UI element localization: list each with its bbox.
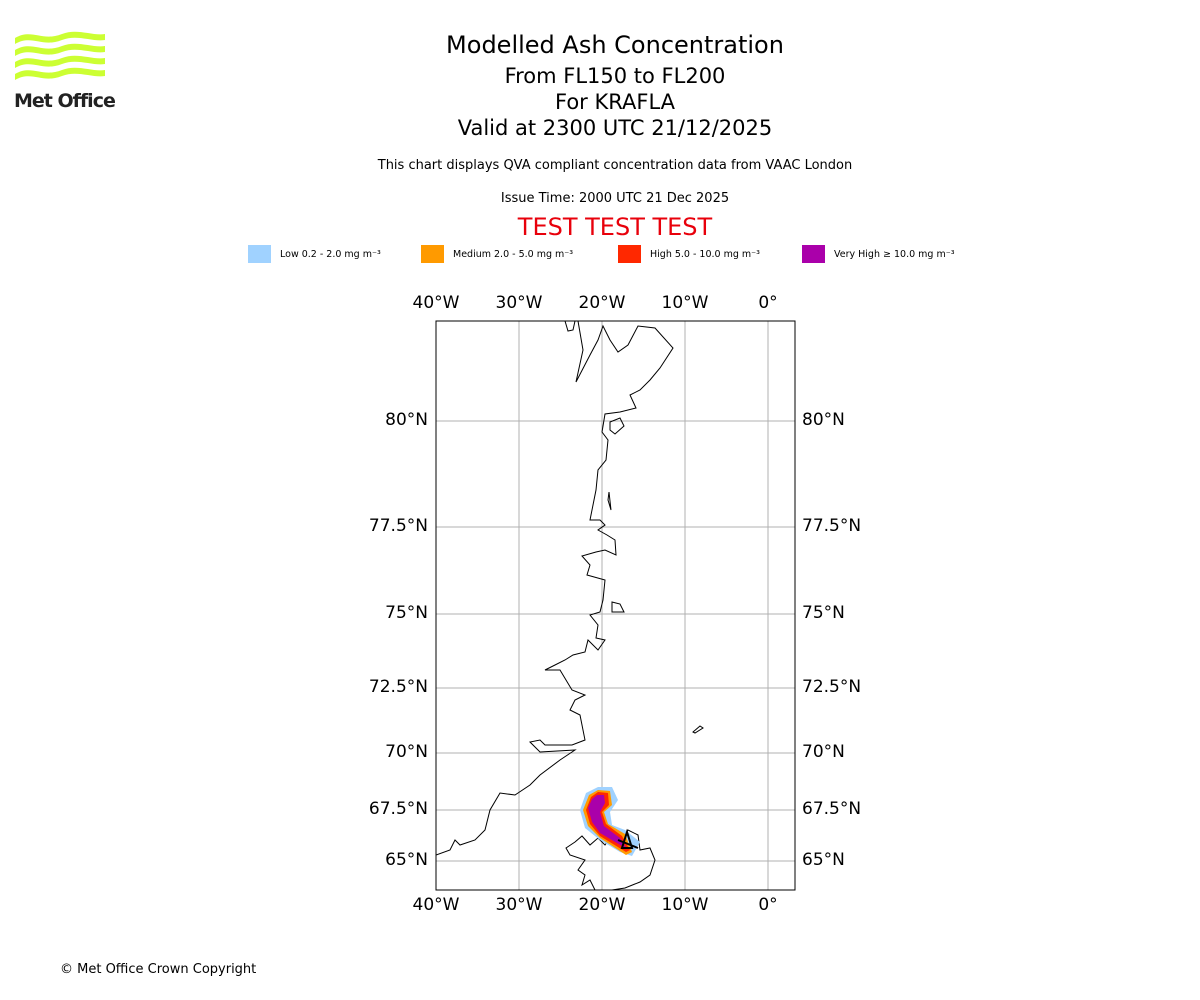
greenland-coastline xyxy=(436,321,674,856)
lat-tick-left: 77.5°N xyxy=(368,516,428,536)
lat-tick-right: 70°N xyxy=(802,742,845,762)
flight-levels: From FL150 to FL200 xyxy=(504,64,726,88)
island xyxy=(607,491,612,511)
legend-swatch xyxy=(248,245,271,263)
lon-tick-top: 0° xyxy=(758,293,778,313)
lon-tick-bottom: 40°W xyxy=(412,895,460,915)
copyright: © Met Office Crown Copyright xyxy=(60,962,257,977)
subtitle: This chart displays QVA compliant concen… xyxy=(377,158,853,173)
lat-tick-left: 75°N xyxy=(385,603,428,623)
lon-tick-top: 30°W xyxy=(495,293,543,313)
met-office-logo xyxy=(15,31,105,80)
lon-tick-bottom: 10°W xyxy=(661,895,709,915)
legend-swatch xyxy=(618,245,641,263)
legend-label: Medium 2.0 - 5.0 mg m⁻³ xyxy=(453,248,574,260)
valid-time: Valid at 2300 UTC 21/12/2025 xyxy=(457,116,773,140)
test-banner: TEST TEST TEST xyxy=(517,213,713,241)
iceland-coastline xyxy=(565,829,656,890)
lat-tick-right: 80°N xyxy=(802,410,845,430)
lon-tick-bottom: 0° xyxy=(758,895,778,915)
lat-tick-right: 65°N xyxy=(802,850,845,870)
lat-tick-left: 65°N xyxy=(385,850,428,870)
island xyxy=(611,601,625,613)
issue-time: Issue Time: 2000 UTC 21 Dec 2025 xyxy=(500,191,730,206)
lon-tick-top: 20°W xyxy=(578,293,626,313)
lat-tick-right: 77.5°N xyxy=(802,516,862,536)
graticule xyxy=(436,321,795,890)
lon-tick-bottom: 20°W xyxy=(578,895,626,915)
lat-tick-left: 80°N xyxy=(385,410,428,430)
lat-tick-left: 72.5°N xyxy=(368,677,428,697)
logo-text: Met Office xyxy=(14,90,116,112)
map-frame xyxy=(435,320,796,891)
lat-tick-right: 75°N xyxy=(802,603,845,623)
ash-very-high xyxy=(588,795,627,849)
legend-swatch xyxy=(802,245,825,263)
jan-mayen xyxy=(692,725,704,734)
lat-tick-left: 67.5°N xyxy=(368,799,428,819)
legend-medium: Medium 2.0 - 5.0 mg m⁻³ xyxy=(421,245,573,263)
lon-tick-top: 40°W xyxy=(412,293,460,313)
lon-tick-top: 10°W xyxy=(661,293,709,313)
lon-tick-bottom: 30°W xyxy=(495,895,543,915)
legend-label: Very High ≥ 10.0 mg m⁻³ xyxy=(834,248,955,260)
chart-title: Modelled Ash Concentration xyxy=(446,31,784,59)
lat-tick-left: 70°N xyxy=(385,742,428,762)
legend-label: Low 0.2 - 2.0 mg m⁻³ xyxy=(280,248,381,260)
legend-swatch xyxy=(421,245,444,263)
volcano-marker-icon xyxy=(617,828,639,849)
legend-label: High 5.0 - 10.0 mg m⁻³ xyxy=(650,248,760,260)
island xyxy=(609,417,625,435)
legend-very-high: Very High ≥ 10.0 mg m⁻³ xyxy=(802,245,955,263)
lat-tick-right: 72.5°N xyxy=(802,677,862,697)
legend-low: Low 0.2 - 2.0 mg m⁻³ xyxy=(248,245,381,263)
lat-tick-right: 67.5°N xyxy=(802,799,862,819)
volcano-name: For KRAFLA xyxy=(555,90,675,114)
legend-high: High 5.0 - 10.0 mg m⁻³ xyxy=(618,245,760,263)
